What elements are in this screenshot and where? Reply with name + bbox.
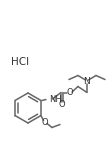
Text: O: O	[42, 118, 48, 127]
Text: HCl: HCl	[11, 57, 29, 67]
Text: O: O	[59, 100, 65, 109]
Text: NH: NH	[49, 95, 62, 104]
Text: N: N	[84, 77, 90, 86]
Text: O: O	[67, 88, 73, 97]
